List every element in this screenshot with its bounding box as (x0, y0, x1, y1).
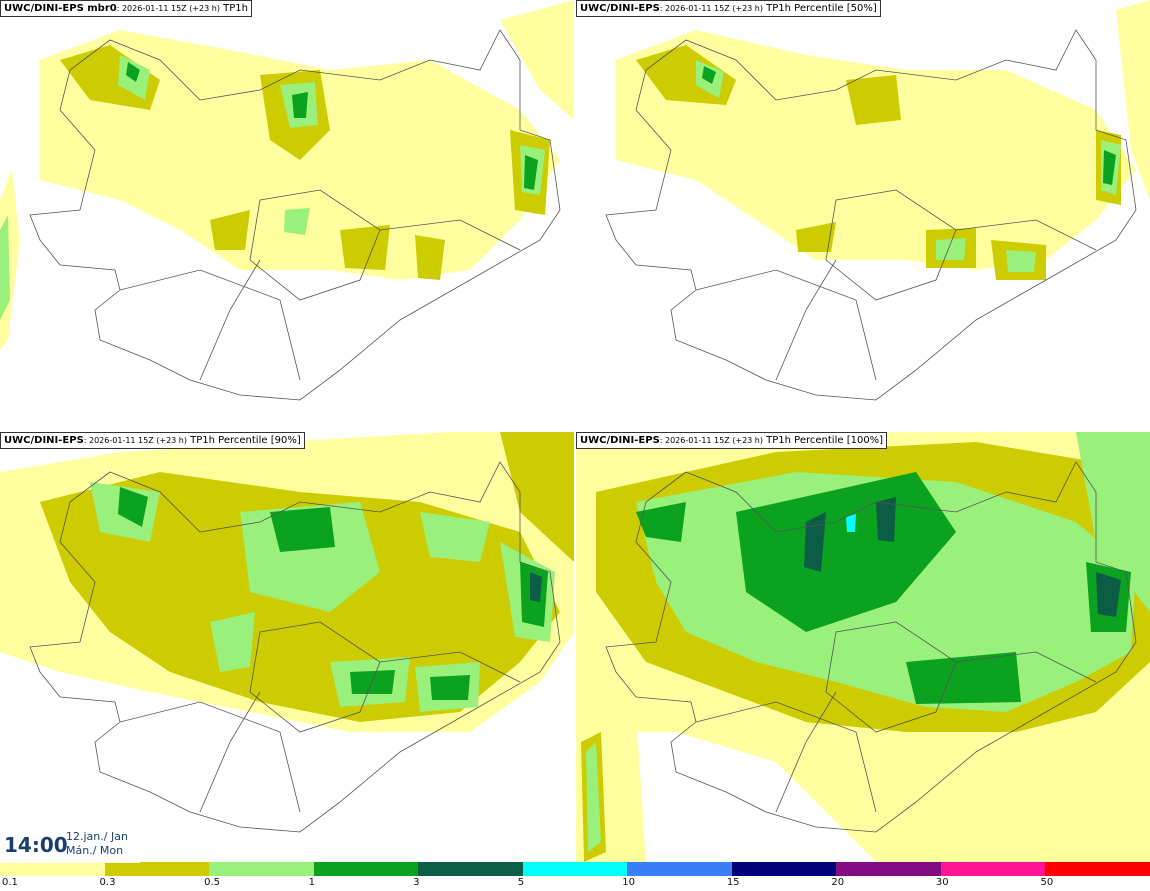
legend-swatch (418, 862, 524, 876)
panel-run: : 2026-01-11 15Z (+23 h) (659, 4, 763, 13)
legend-label: 1 (308, 877, 315, 888)
legend-label: 0.3 (99, 877, 116, 888)
legend-label: 50 (1040, 877, 1054, 888)
precip-map (605, 0, 1150, 401)
panel-model: UWC/DINI-EPS (580, 3, 660, 14)
legend-swatch (731, 862, 838, 876)
coastline (605, 461, 1137, 833)
color-legend: 0.1 0.3 0.5 1 3 5 10 15 20 30 50 (0, 862, 1150, 891)
map-panel-mbr0: UWC/DINI-EPS mbr0: 2026-01-11 15Z (+23 h… (0, 0, 574, 430)
panel-field: TP1h Percentile [90%] (186, 435, 301, 446)
panel-run: : 2026-01-11 15Z (+23 h) (116, 4, 220, 13)
panel-run: : 2026-01-11 15Z (+23 h) (83, 436, 187, 445)
legend-label: 5 (517, 877, 525, 888)
valid-date: 12.jan./ Jan Mán./ Mon (66, 830, 128, 858)
precip-shading (576, 432, 1150, 862)
legend-swatch (940, 862, 1047, 876)
map-panel-p50: UWC/DINI-EPS: 2026-01-11 15Z (+23 h) TP1… (576, 0, 1150, 430)
valid-time-box: 14:00 12.jan./ Jan Mán./ Mon (0, 825, 140, 863)
panel-run: : 2026-01-11 15Z (+23 h) (659, 436, 763, 445)
panel-title: UWC/DINI-EPS mbr0: 2026-01-11 15Z (+23 h… (0, 0, 252, 17)
panel-title: UWC/DINI-EPS: 2026-01-11 15Z (+23 h) TP1… (576, 0, 881, 17)
legend-swatch (0, 862, 106, 876)
panel-field: TP1h (219, 3, 248, 14)
panel-model: UWC/DINI-EPS (4, 435, 84, 446)
panel-model: UWC/DINI-EPS mbr0 (4, 3, 117, 14)
coastline (29, 461, 561, 833)
panel-divider-horizontal (0, 430, 1150, 432)
legend-label: 15 (726, 877, 740, 888)
legend-swatch (627, 862, 733, 876)
valid-date-line1: 12.jan./ Jan (66, 830, 128, 843)
legend-swatch (104, 862, 211, 876)
legend-swatch (836, 862, 942, 876)
legend-label: 0.1 (2, 877, 18, 888)
legend-swatch (1045, 862, 1150, 876)
precip-shading (0, 432, 574, 732)
map-panel-p90: UWC/DINI-EPS: 2026-01-11 15Z (+23 h) TP1… (0, 432, 574, 862)
legend-swatch (313, 862, 420, 876)
panel-field: TP1h Percentile [100%] (762, 435, 884, 446)
precip-shading (0, 0, 574, 350)
legend-label: 3 (413, 877, 420, 888)
legend-label: 10 (622, 877, 635, 888)
valid-time: 14:00 (4, 833, 68, 857)
panel-field: TP1h Percentile [50%] (762, 3, 877, 14)
legend-label: 30 (935, 877, 949, 888)
legend-swatch (522, 862, 629, 876)
panel-title: UWC/DINI-EPS: 2026-01-11 15Z (+23 h) TP1… (0, 432, 305, 449)
legend-label: 20 (831, 877, 845, 888)
valid-date-line2: Mán./ Mon (66, 844, 124, 857)
map-panel-p100: UWC/DINI-EPS: 2026-01-11 15Z (+23 h) TP1… (576, 432, 1150, 862)
coastline (29, 29, 561, 401)
precip-shading (616, 0, 1150, 280)
coastline (605, 29, 1137, 401)
legend-swatch (209, 862, 315, 876)
precip-map (576, 432, 1150, 862)
panel-title: UWC/DINI-EPS: 2026-01-11 15Z (+23 h) TP1… (576, 432, 888, 449)
precip-map (0, 432, 574, 833)
legend-label: 0.5 (204, 877, 220, 888)
precip-map (0, 0, 574, 401)
panel-model: UWC/DINI-EPS (580, 435, 660, 446)
